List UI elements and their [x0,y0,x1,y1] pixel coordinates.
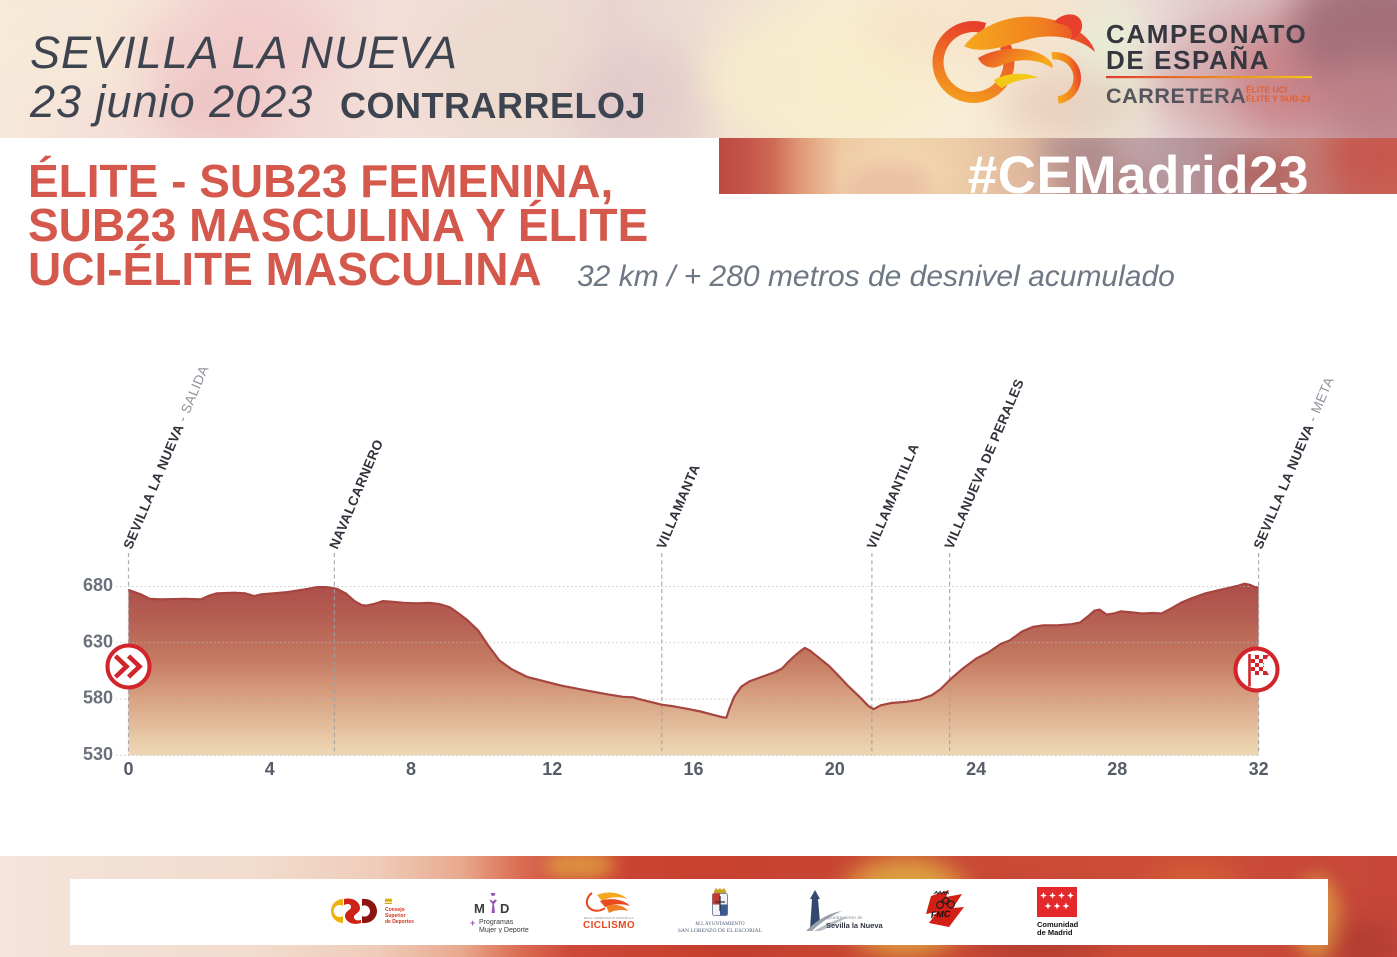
svg-text:680: 680 [83,575,113,595]
svg-text:630: 630 [83,631,113,651]
svg-text:Programas: Programas [479,919,514,926]
svg-text:Consejo: Consejo [385,907,405,913]
svg-text:530: 530 [83,744,113,764]
svg-text:Sevilla la Nueva: Sevilla la Nueva [826,921,884,930]
svg-text:M.I. AYUNTAMIENTO: M.I. AYUNTAMIENTO [695,922,745,927]
svg-text:12: 12 [542,759,562,779]
svg-text:REAL FEDERACIÓN ESPAÑOLA: REAL FEDERACIÓN ESPAÑOLA [584,915,634,920]
svg-text:D: D [500,901,509,916]
svg-text:CAMPEONATO: CAMPEONATO [1106,19,1307,49]
svg-text:8: 8 [406,759,416,779]
svg-text:NAVALCARNERO: NAVALCARNERO [326,437,386,551]
svg-text:Superior: Superior [385,913,406,919]
svg-text:M: M [474,901,485,916]
svg-text:ayuntamiento de: ayuntamiento de [826,915,863,921]
svg-text:FMC: FMC [930,909,951,920]
svg-text:16: 16 [683,759,703,779]
svg-text:580: 580 [83,688,113,708]
svg-text:ÉLITE UCI: ÉLITE UCI [1246,85,1287,95]
svg-text:20: 20 [825,759,845,779]
svg-text:32: 32 [1249,759,1269,779]
svg-text:VILLAMANTILLA: VILLAMANTILLA [864,441,922,551]
svg-text:SAN LORENZO DE EL ESCORIAL: SAN LORENZO DE EL ESCORIAL [678,928,763,934]
svg-text:0: 0 [123,759,133,779]
svg-text:4: 4 [265,759,275,779]
svg-text:VILLAMANTA: VILLAMANTA [654,462,703,551]
svg-text:Mujer y Deporte: Mujer y Deporte [479,927,529,933]
svg-text:CARRETERA: CARRETERA [1106,84,1246,108]
svg-text:SEVILLA LA NUEVA - META: SEVILLA LA NUEVA - META [1251,375,1337,552]
svg-text:DE ESPAÑA: DE ESPAÑA [1106,45,1270,75]
svg-text:+: + [470,918,475,928]
svg-text:Comunidad: Comunidad [1037,920,1079,929]
svg-text:ÉLITE Y SUB-23: ÉLITE Y SUB-23 [1246,94,1311,104]
svg-text:28: 28 [1107,759,1127,779]
svg-text:VILLANUEVA DE PERALES: VILLANUEVA DE PERALES [942,377,1027,551]
svg-text:de Madrid: de Madrid [1037,928,1073,937]
svg-text:de Deportes: de Deportes [385,919,414,925]
svg-text:24: 24 [966,759,986,779]
svg-text:SEVILLA LA NUEVA - SALIDA: SEVILLA LA NUEVA - SALIDA [120,363,211,551]
svg-text:CICLISMO: CICLISMO [583,920,635,929]
